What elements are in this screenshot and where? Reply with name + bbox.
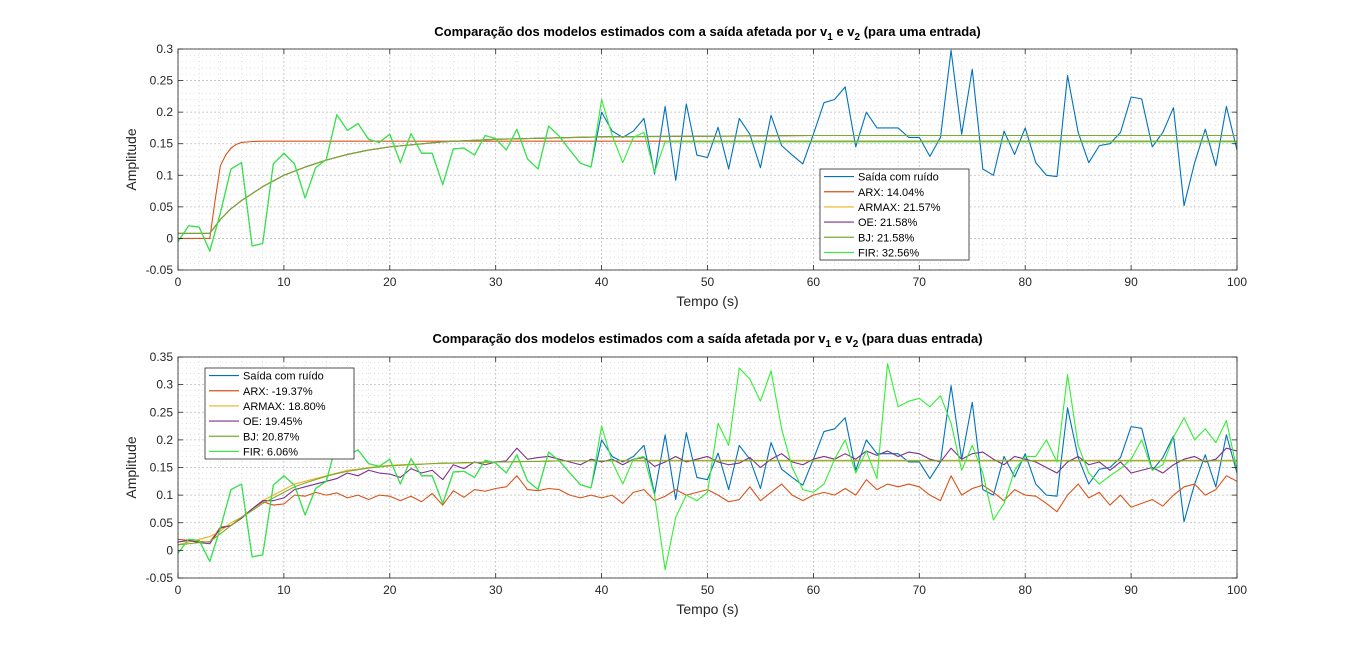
x-tick-label: 80 (1019, 583, 1033, 597)
x-tick-label: 70 (913, 583, 927, 597)
title-subscript: 1 (827, 32, 833, 43)
legend-entry: ARMAX: 21.57% (858, 202, 941, 214)
y-tick-label: 0.1 (156, 168, 173, 182)
title-part: (para duas entrada) (858, 331, 982, 346)
x-tick-label: 90 (1124, 275, 1138, 289)
title-subscript: 1 (825, 339, 831, 350)
y-tick-label: 0 (166, 231, 173, 245)
x-tick-label: 100 (1227, 583, 1247, 597)
title-subscript: 2 (853, 339, 859, 350)
legend-entry: FIR: 6.06% (243, 446, 298, 458)
x-tick-label: 90 (1124, 583, 1138, 597)
x-tick-label: 20 (383, 583, 397, 597)
title-part: Comparação dos modelos estimados com a s… (432, 331, 826, 346)
legend-entry: ARX: 14.04% (858, 187, 924, 199)
legend-entry: OE: 21.58% (858, 217, 918, 229)
x-tick-label: 20 (383, 275, 397, 289)
series-line-6 (178, 363, 1237, 571)
x-tick-label: 0 (175, 583, 182, 597)
legend-entry: BJ: 21.58% (858, 232, 914, 244)
y-tick-label: 0.25 (150, 74, 174, 88)
x-tick-label: 40 (595, 275, 609, 289)
y-tick-label: 0.3 (156, 42, 173, 56)
legend-entry: BJ: 20.87% (243, 431, 299, 443)
y-tick-label: 0.15 (150, 461, 174, 475)
title-part: (para uma entrada) (860, 24, 981, 39)
x-tick-label: 50 (701, 275, 715, 289)
series-line-6 (178, 98, 1237, 252)
y-axis-label: Amplitude (123, 128, 139, 190)
legend-entry: Saída com ruído (858, 172, 939, 184)
y-axis-label: Amplitude (123, 436, 139, 498)
series-line-5 (178, 134, 1237, 234)
title-part: e v (831, 331, 853, 346)
legend-entry: Saída com ruído (243, 371, 324, 383)
legend-box (204, 367, 355, 460)
legend-entry: FIR: 32.56% (858, 247, 919, 259)
y-tick-label: 0.2 (156, 105, 173, 119)
x-tick-label: 80 (1019, 275, 1033, 289)
y-tick-label: 0.15 (150, 137, 174, 151)
series-group (178, 363, 1237, 571)
legend: Saída com ruído ARX: -19.37% ARMAX: 18.80%… (204, 367, 355, 460)
chart-title: Comparação dos modelos estimados com a s… (432, 331, 982, 350)
x-tick-label: 60 (807, 275, 821, 289)
x-tick-label: 40 (595, 583, 609, 597)
y-tick-label: 0.05 (150, 516, 174, 530)
y-tick-label: -0.05 (146, 263, 174, 277)
x-tick-label: 50 (701, 583, 715, 597)
x-tick-label: 60 (807, 583, 821, 597)
legend-entry: ARX: -19.37% (243, 386, 313, 398)
title-part: Comparação dos modelos estimados com a s… (434, 24, 828, 39)
series-line-4 (178, 447, 1237, 545)
y-tick-label: 0 (166, 543, 173, 557)
x-axis-label: Tempo (s) (676, 293, 738, 309)
y-tick-label: -0.05 (146, 571, 174, 585)
y-tick-label: 0.35 (150, 350, 174, 364)
y-tick-label: 0.25 (150, 405, 174, 419)
legend: Saída com ruído ARX: 14.04% ARMAX: 21.57% O… (819, 168, 970, 261)
legend-box (819, 168, 970, 261)
y-tick-label: 0.05 (150, 200, 174, 214)
title-part: e v (833, 24, 855, 39)
x-tick-label: 70 (913, 275, 927, 289)
chart-1: 0 10 20 30 40 50 60 70 80 90 100-0.0500.050.10.150… (123, 24, 1247, 309)
y-tick-label: 0.2 (156, 433, 173, 447)
x-tick-label: 30 (489, 583, 503, 597)
x-axis-label: Tempo (s) (676, 601, 738, 617)
legend-entry: OE: 19.45% (243, 416, 303, 428)
x-tick-label: 10 (277, 275, 291, 289)
chart-2: 0 10 20 30 40 50 60 70 80 90 100-0.0500.050.10.150… (123, 331, 1247, 617)
chart-title: Comparação dos modelos estimados com a s… (434, 24, 980, 43)
y-tick-label: 0.3 (156, 378, 173, 392)
y-tick-label: 0.1 (156, 488, 173, 502)
series-group (178, 49, 1237, 252)
series-line-5 (178, 460, 1237, 546)
x-tick-label: 10 (277, 583, 291, 597)
title-subscript: 2 (855, 32, 861, 43)
x-tick-label: 30 (489, 275, 503, 289)
legend-entry: ARMAX: 18.80% (243, 401, 326, 413)
x-tick-label: 0 (175, 275, 182, 289)
x-tick-label: 100 (1227, 275, 1247, 289)
